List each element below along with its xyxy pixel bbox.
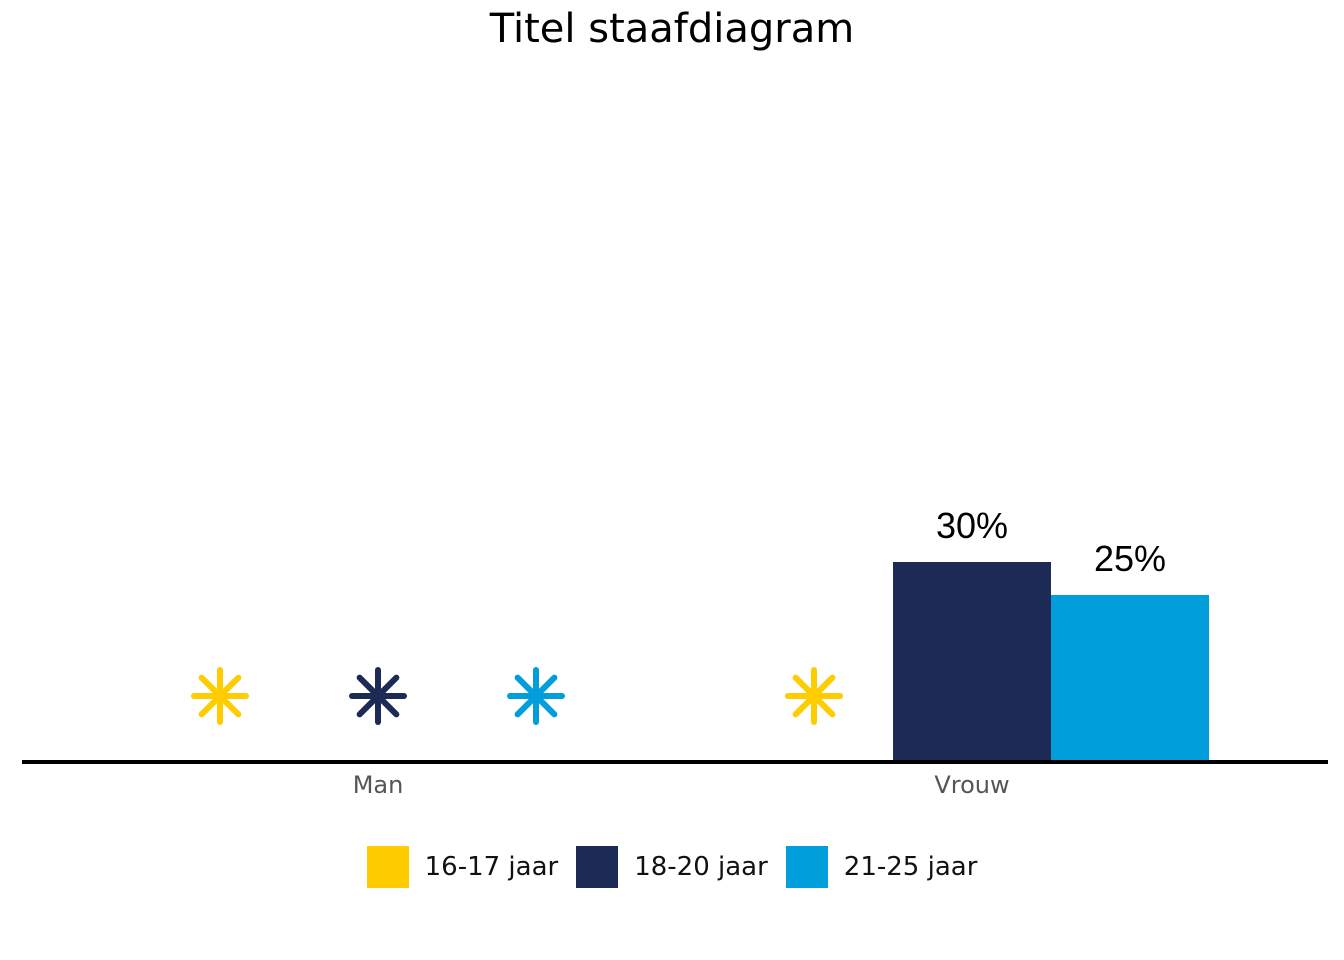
- bar-vrouw-18-20-jaar: [893, 562, 1051, 760]
- missing-value-marker-vrouw-16-17-jaar: [785, 667, 843, 725]
- legend-swatch: [785, 846, 828, 888]
- missing-markers-layer: [191, 667, 843, 725]
- chart-title: Titel staafdiagram: [489, 6, 855, 52]
- data-label-vrouw-21-25-jaar: 25%: [1094, 538, 1166, 579]
- legend-swatch: [576, 846, 619, 888]
- data-labels-layer: 30% 25%: [936, 505, 1166, 579]
- bar-vrouw-21-25-jaar: [1051, 595, 1209, 760]
- legend-label: 21-25 jaar: [843, 852, 978, 882]
- legend-item-16-17-jaar: 16-17 jaar: [366, 846, 559, 888]
- x-axis-ticks: Man Vrouw: [353, 771, 1010, 799]
- legend-item-21-25-jaar: 21-25 jaar: [785, 846, 978, 888]
- legend-label: 16-17 jaar: [424, 852, 559, 882]
- legend: 16-17 jaar 18-20 jaar 21-25 jaar: [0, 846, 1344, 888]
- missing-value-marker-man-21-25-jaar: [507, 667, 565, 725]
- x-tick-label-man: Man: [353, 771, 404, 799]
- legend-swatch: [366, 846, 409, 888]
- legend-label: 18-20 jaar: [634, 852, 768, 882]
- x-tick-label-vrouw: Vrouw: [934, 771, 1009, 799]
- missing-value-marker-man-16-17-jaar: [191, 667, 249, 725]
- data-label-vrouw-18-20-jaar: 30%: [936, 505, 1008, 546]
- legend-item-18-20-jaar: 18-20 jaar: [576, 846, 768, 888]
- missing-value-marker-man-18-20-jaar: [349, 667, 407, 725]
- bars-layer: [893, 562, 1209, 760]
